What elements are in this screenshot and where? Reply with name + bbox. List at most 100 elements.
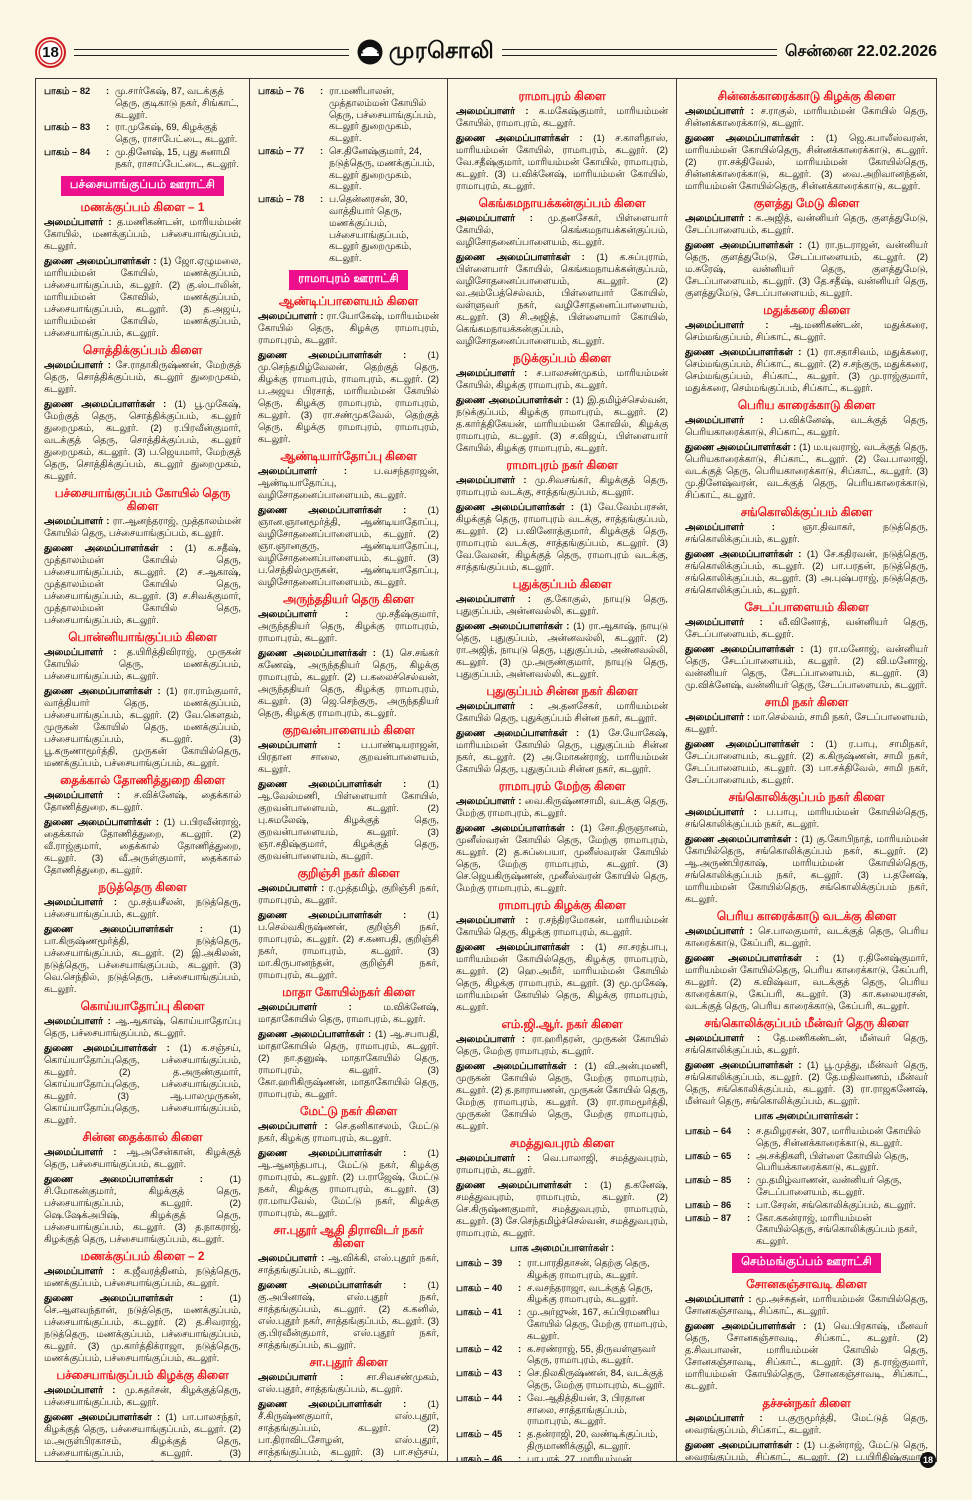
parts-list-title: பாக அமைப்பாளர்கள் : (754, 1111, 859, 1122)
part-number: பாகம் – 78 (258, 193, 305, 205)
deputies-para: துணை அமைப்பாளர்கள் : (1) த.கனேஷ், சமத்து… (456, 1179, 668, 1238)
part-row: பாகம் – 87: கோ.ககன்ராஜ், மாரியம்மன் கோயில… (685, 1212, 928, 1247)
branch-heading: புதுகுப்பம் சின்ன நகர் கிளை (486, 684, 638, 698)
organizer-para: அமைப்பாளர் : க.ஜீவரத்தினம், நடுத்தெரு, ம… (44, 1265, 242, 1289)
deputies-label: துணை அமைப்பாளர்கள் : (44, 398, 175, 410)
organizer-para: அமைப்பாளர் : மு.சுதர்சன், கிழக்குத்தெரு,… (44, 1384, 241, 1408)
deputies-label: துணை அமைப்பாளர்கள் : (258, 778, 428, 790)
part-colon: : (518, 1281, 522, 1293)
part-colon: : (518, 1391, 522, 1403)
deputies-para: துணை அமைப்பாளர்கள் : (1) சே.கதிரவன், நடு… (685, 548, 928, 595)
deputies-label: துணை அமைப்பாளர்கள் : (258, 1398, 428, 1410)
deputies-label: துணை அமைப்பாளர்கள் : (44, 816, 164, 828)
part-row: பாகம் – 77: செ.தினேஷ்குமார், 24, நடுத்தெர… (258, 145, 439, 192)
organizer-para: அமைப்பாளர் : ப.குருமூர்த்தி, மேட்டுத் தெ… (685, 1412, 929, 1436)
parts-list-title: பாக அமைப்பாளர்கள் : (509, 1243, 615, 1254)
organizer-para: அமைப்பாளர் : ப.பாண்டியராஜன், பிரதான சாலை… (258, 739, 439, 775)
part-number: பாகம் – 41 (456, 1306, 503, 1318)
branch-heading: சோனகஞ்சாவடி கிளை (746, 1277, 867, 1292)
deputies-para: துணை அமைப்பாளர்கள் : (1) ப.பிரவீன்ராஜ், … (44, 816, 241, 876)
part-colon: : (518, 1306, 522, 1318)
part-row: பாகம் – 40: ச.வசந்தராஜா, வடக்குத் தெரு, க… (456, 1282, 668, 1306)
organizer-para: அமைப்பாளர் : ரா.ஆனந்தராஜ், முத்தாலம்மன் … (44, 515, 242, 539)
deputies-label: துணை அமைப்பாளர்கள் : (456, 394, 573, 405)
part-colon: : (106, 121, 110, 133)
deputies-para: துணை அமைப்பாளர்கள் : (1) ஆ.வேல்மணி, பிள்… (258, 778, 439, 862)
part-colon: : (320, 193, 324, 205)
column-3: ராமாபுரம் கிளை அமைப்பாளர் : க.மகேஷ்குமார்… (447, 79, 676, 1461)
part-number: பாகம் – 76 (258, 85, 305, 96)
part-colon: : (518, 1257, 522, 1268)
organizer-para: அமைப்பாளர் : மு.தனசேகர், பிள்ளையார் கோயி… (456, 212, 668, 247)
rising-sun-logo-icon (357, 39, 383, 65)
deputies-para: துணை அமைப்பாளர்கள் : (1) கு.கோபிநாத், மா… (685, 833, 928, 904)
branch-heading: சா.புதூர் ஆதி திராவிடர் நகர் கிளை (273, 1223, 424, 1251)
part-row: பாகம் – 84: மு.தினேஷ், 15, புது சுனாமி நக… (44, 146, 241, 170)
part-address: அ.சக்திகளி, பிள்ளை கோயில் தெரு, பெரியக்க… (756, 1149, 909, 1173)
part-colon: : (747, 1174, 751, 1186)
deputies-label: துணை அமைப்பாளர்கள் : (44, 1042, 180, 1054)
branch-heading: சின்னக்காரைக்காடு கிழக்கு கிளை (717, 89, 896, 103)
branch-heading: ராமாபுரம் மேற்கு கிளை (498, 779, 626, 793)
part-address: செ.நிலகிருஷ்ணன், 84, வடக்குத் தெரு, மேற்… (527, 1367, 665, 1390)
organizer-label: அமைப்பாளர் : (44, 1015, 116, 1027)
masthead-rule-left (74, 48, 349, 56)
part-number: பாகம் – 87 (685, 1211, 732, 1223)
branch-heading: ஆண்டியார்தோப்பு கிளை (280, 449, 417, 464)
branch-heading: சங்கொலிக்குப்பம் நகர் கிளை (728, 790, 885, 804)
branch-heading: ராமாபுரம் கிழக்கு கிளை (498, 898, 626, 912)
part-number: பாகம் – 85 (685, 1174, 732, 1186)
branch-heading: சங்கொலிக்குப்பம் மீன்வர் தெரு கிளை (704, 1016, 909, 1030)
organizer-label: அமைப்பாளர் : (258, 882, 329, 894)
deputies-para: துணை அமைப்பாளர்கள் : (1) செ.ஆளவந்தான், ந… (44, 1292, 241, 1364)
part-number: பாகம் – 82 (44, 85, 91, 96)
urattchi-ribbon: பச்சையாங்குப்பம் ஊராட்சி (60, 175, 225, 197)
part-number: பாகம் – 65 (685, 1149, 732, 1161)
organizer-label: அமைப்பாளர் : (258, 465, 374, 477)
footer-page-badge: 18 (920, 1452, 936, 1468)
organizer-para: அமைப்பாளர் : அ.தனசேகர், மாரியம்மன் கோயில… (456, 700, 668, 723)
organizer-para: அமைப்பாளர் : ச.விக்னேஷ், தைக்கால் தோணித்… (44, 789, 242, 813)
organizer-label: அமைப்பாளர் : (456, 1152, 543, 1163)
organizer-label: அமைப்பாளர் : (258, 608, 376, 620)
branch-heading: புதுக்குப்பம் கிளை (512, 577, 612, 591)
organizer-label: அமைப்பாளர் : (685, 1412, 779, 1424)
deputies-label: துணை அமைப்பாளர்கள் : (44, 1292, 230, 1304)
part-row: பாகம் – 83: ரா.முகேஷ், 69, கிழக்குத் தெரு… (44, 121, 241, 145)
organizer-para: அமைப்பாளர் : சா.சிவசண்முகம், எஸ்.புதூர்,… (258, 1371, 439, 1395)
organizer-label: அமைப்பாளர் : (44, 1265, 124, 1277)
branch-heading: குறவன்பாளையம் கிளை (282, 723, 415, 738)
part-number: பாகம் – 64 (685, 1125, 732, 1136)
branch-heading: சேடப்பாளையம் கிளை (744, 600, 869, 614)
organizer-para: அமைப்பாளர் : வெ.பாலாஜி, சமத்துவபுரம், ரா… (456, 1152, 668, 1175)
organizer-para: அமைப்பாளர் : மு.சிவசங்கர், கிழக்குத் தெர… (456, 474, 668, 497)
organizer-para: அமைப்பாளர் : ப.விக்னேஷ், வடக்குத் தெரு, … (685, 414, 928, 437)
organizer-label: அமைப்பாளர் : (44, 216, 117, 228)
part-colon: : (747, 1211, 751, 1223)
branch-heading: குறிஞ்சி நகர் கிளை (297, 866, 400, 881)
part-row: பாகம் – 41: மு.அர்ஜுன், 167, சுப்பிரமணிய … (456, 1306, 668, 1341)
part-colon: : (518, 1367, 522, 1379)
part-colon: : (747, 1198, 751, 1210)
organizer-para: அமைப்பாளர் : ஆ.அசேன்கான், கிழக்குத் தெரு… (44, 1146, 242, 1170)
organizer-para: அமைப்பாளர் : மா.செல்வம், சாமி நகர், சேடப… (685, 711, 928, 734)
organizer-para: அமைப்பாளர் : வீ.வினோத், வன்னியர் தெரு, ச… (685, 616, 928, 639)
page-number-badge: 18 (35, 36, 66, 68)
deputies-label: துணை அமைப்பாளர்கள் : (456, 1179, 601, 1190)
branch-heading: குளத்து மேடு கிளை (753, 196, 860, 210)
organizer-label: அமைப்பாளர் : (44, 896, 128, 908)
organizer-para: அமைப்பாளர் : செ.தனிகாசலம், மேட்டு நகர், … (258, 1120, 439, 1144)
deputies-label: துணை அமைப்பாளர்கள் : (44, 255, 160, 267)
organizer-para: அமைப்பாளர் : செ.பாலகுமார், வடக்குத் தெரு… (685, 925, 929, 948)
part-colon: : (518, 1452, 522, 1461)
branch-heading: பொன்னியாங்குப்பம் கிளை (68, 630, 217, 645)
deputies-para: துணை அமைப்பாளர்கள் : (1) பூ.முகேஷ், மேற்… (44, 398, 241, 482)
part-address: மு.சார்கேஷ், 87, வடக்குத் தெரு, குடிகாடு… (115, 85, 239, 120)
branch-heading: நடுத்தெரு கிளை (98, 880, 187, 895)
organizer-label: அமைப்பாளர் : (456, 700, 549, 711)
organizer-label: அமைப்பாளர் : (258, 310, 327, 322)
organizer-label: அமைப்பாளர் : (685, 319, 790, 330)
deputies-para: துணை அமைப்பாளர்கள் : (1) இ.தமிழ்ச்செல்வன… (456, 394, 669, 453)
deputies-label: துணை அமைப்பாளர்கள் : (258, 647, 382, 659)
branch-heading: சங்கொலிக்குப்பம் கிளை (740, 505, 873, 519)
